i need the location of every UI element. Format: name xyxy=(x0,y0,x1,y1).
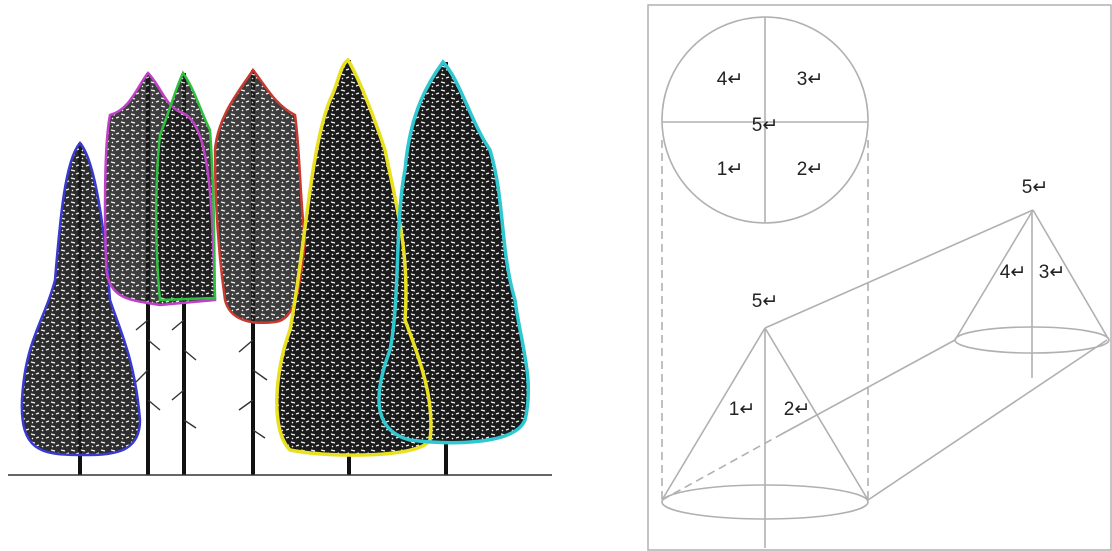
region-label: 2↵ xyxy=(797,159,824,180)
region-label: 5↵ xyxy=(752,291,779,312)
connector xyxy=(765,210,1033,328)
region-label: 3↵ xyxy=(1039,262,1066,283)
region-label: 5↵ xyxy=(752,115,779,136)
cone-side xyxy=(765,328,868,500)
region-label: 2↵ xyxy=(784,399,811,420)
figure: 4↵ 3↵ 5↵ 1↵ 2↵ 5↵ 1↵ 2↵ 5↵ 4↵ 3↵ xyxy=(0,0,1112,551)
branches xyxy=(136,320,267,438)
connector xyxy=(868,340,1107,500)
region-label: 4↵ xyxy=(717,69,744,90)
region-label: 4↵ xyxy=(1000,262,1027,283)
region-label: 3↵ xyxy=(797,69,824,90)
region-label: 5↵ xyxy=(1022,177,1049,198)
connector xyxy=(662,435,780,500)
region-label: 1↵ xyxy=(717,159,744,180)
region-label: 1↵ xyxy=(729,399,756,420)
tree-illustration xyxy=(8,60,552,475)
